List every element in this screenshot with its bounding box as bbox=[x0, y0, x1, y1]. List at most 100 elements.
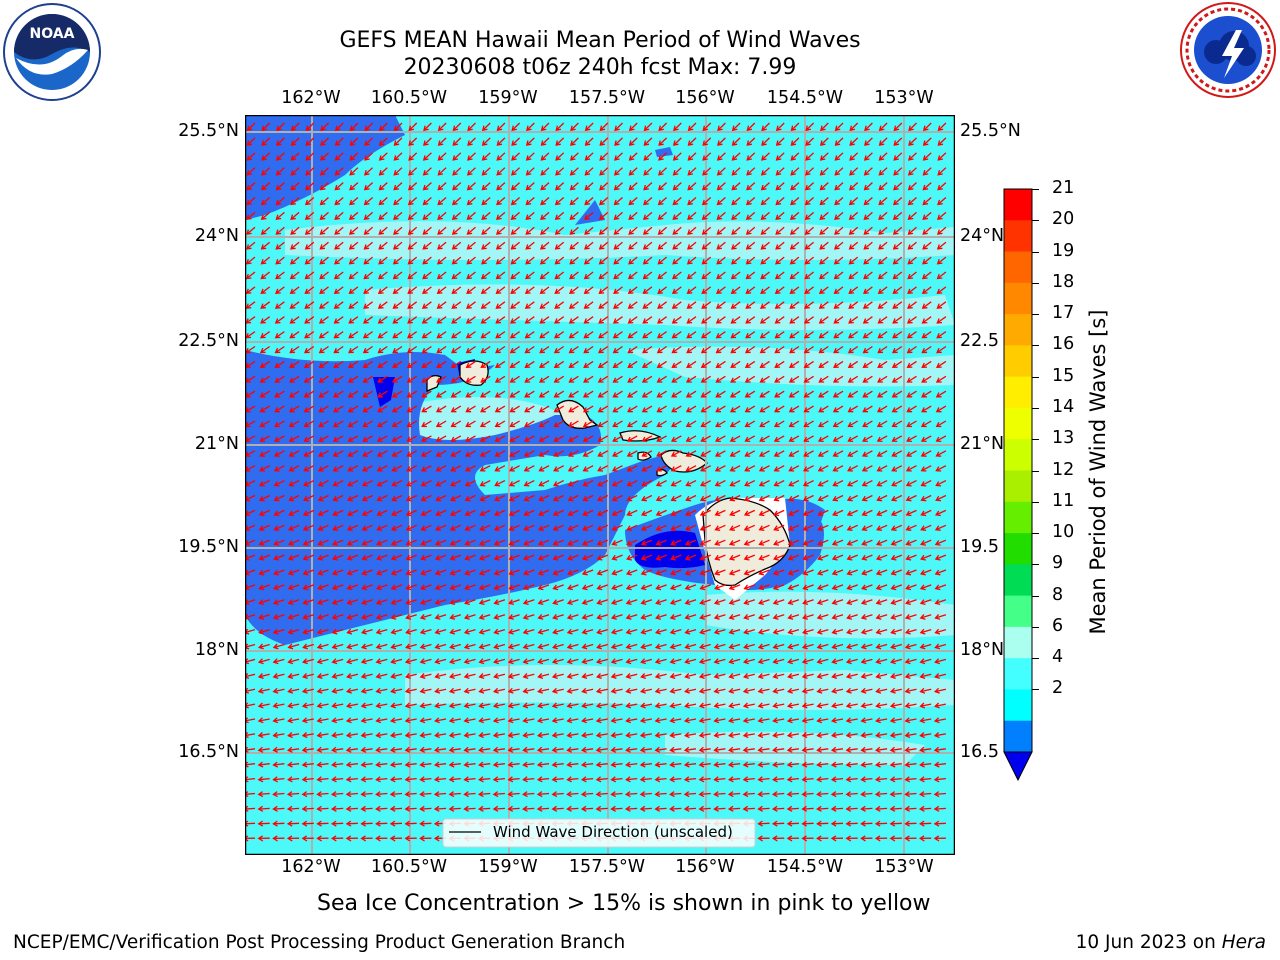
wind-arrow bbox=[687, 197, 697, 206]
wind-arrow bbox=[347, 420, 359, 428]
wind-arrow bbox=[834, 197, 844, 206]
wind-arrow bbox=[878, 211, 888, 220]
wind-arrow bbox=[933, 820, 946, 827]
wind-arrow bbox=[671, 316, 682, 324]
wind-arrow bbox=[260, 301, 271, 309]
wind-arrow bbox=[657, 241, 668, 250]
wind-arrow bbox=[363, 182, 374, 191]
wind-arrow bbox=[510, 182, 521, 191]
wind-arrow bbox=[891, 480, 903, 487]
wind-arrow bbox=[614, 137, 623, 146]
wind-arrow bbox=[610, 702, 623, 709]
wind-arrow bbox=[375, 687, 388, 694]
wind-arrow bbox=[539, 316, 550, 324]
wind-arrow bbox=[360, 732, 373, 739]
wind-arrow bbox=[935, 390, 947, 398]
wind-arrow bbox=[508, 539, 520, 546]
wind-arrow bbox=[921, 271, 932, 280]
wind-arrow bbox=[716, 271, 726, 280]
wind-arrow bbox=[376, 554, 388, 561]
wind-arrow bbox=[904, 702, 917, 709]
wind-arrow bbox=[757, 732, 770, 739]
wind-arrow bbox=[451, 316, 462, 324]
wind-arrow bbox=[495, 211, 506, 220]
wind-arrow bbox=[905, 599, 917, 606]
wind-arrow bbox=[316, 702, 329, 709]
wind-arrow bbox=[450, 420, 462, 428]
wind-arrow bbox=[554, 197, 565, 206]
wind-arrow bbox=[566, 717, 579, 724]
wind-arrow bbox=[331, 613, 344, 620]
wind-arrow bbox=[494, 420, 506, 428]
wind-arrow bbox=[890, 509, 903, 517]
wind-arrow bbox=[522, 776, 535, 783]
wind-arrow bbox=[863, 167, 873, 176]
wind-arrow bbox=[757, 702, 770, 709]
wind-arrow bbox=[920, 420, 932, 428]
wind-arrow bbox=[759, 405, 770, 413]
wind-arrow bbox=[419, 643, 432, 650]
wind-arrow bbox=[641, 435, 653, 443]
wind-arrow bbox=[317, 539, 329, 546]
wind-arrow bbox=[449, 554, 462, 561]
wind-arrow bbox=[331, 643, 344, 650]
wind-arrow bbox=[408, 137, 418, 146]
wind-arrow bbox=[816, 820, 829, 827]
wind-arrow bbox=[610, 761, 623, 768]
wind-arrow bbox=[364, 137, 374, 146]
wind-arrow bbox=[450, 405, 462, 413]
wind-arrow bbox=[555, 137, 565, 146]
wind-arrow bbox=[702, 137, 712, 146]
wind-arrow bbox=[360, 835, 373, 842]
wind-arrow bbox=[419, 673, 432, 680]
wind-arrow bbox=[890, 658, 902, 665]
wind-arrow bbox=[331, 628, 344, 635]
wind-arrow bbox=[716, 197, 726, 206]
wind-arrow bbox=[639, 805, 652, 812]
wind-arrow bbox=[568, 345, 579, 354]
wind-arrow bbox=[936, 271, 947, 280]
colorbar-tick-label: 18 bbox=[1052, 271, 1075, 292]
wind-arrow bbox=[330, 835, 344, 842]
wind-arrow bbox=[332, 539, 344, 546]
wind-arrow bbox=[362, 331, 373, 339]
wind-arrow bbox=[331, 746, 344, 753]
wind-arrow bbox=[669, 658, 682, 665]
wind-arrow bbox=[801, 717, 814, 724]
wind-arrow bbox=[713, 613, 726, 620]
wind-arrow bbox=[258, 509, 270, 517]
wind-arrow bbox=[493, 554, 506, 561]
wind-arrow bbox=[772, 569, 785, 576]
wind-arrow bbox=[684, 599, 697, 606]
wind-arrow bbox=[906, 331, 917, 339]
colorbar-tick-label: 12 bbox=[1052, 459, 1075, 480]
wind-arrow bbox=[611, 480, 623, 487]
wind-arrow bbox=[610, 687, 623, 694]
wind-arrow bbox=[408, 167, 418, 176]
wind-arrow bbox=[567, 450, 579, 457]
wind-arrow bbox=[759, 316, 770, 324]
wind-arrow bbox=[538, 480, 550, 487]
wind-arrow bbox=[522, 628, 535, 635]
wind-arrow bbox=[845, 805, 858, 812]
wind-arrow bbox=[539, 286, 550, 295]
wind-arrow bbox=[493, 643, 506, 650]
wind-arrow bbox=[523, 554, 535, 561]
wind-arrow bbox=[889, 702, 902, 709]
wind-arrow bbox=[863, 182, 873, 191]
wind-arrow bbox=[390, 584, 403, 591]
wind-arrow bbox=[377, 316, 388, 324]
wind-arrow bbox=[393, 122, 403, 132]
wind-arrow bbox=[905, 524, 917, 531]
wind-arrow bbox=[320, 152, 329, 161]
wind-arrow bbox=[509, 375, 520, 383]
wind-arrow bbox=[346, 584, 359, 591]
wind-arrow bbox=[830, 805, 844, 812]
wind-arrow bbox=[686, 286, 697, 295]
wind-arrow bbox=[583, 360, 594, 368]
wind-arrow bbox=[744, 435, 756, 443]
wind-arrow bbox=[599, 137, 609, 146]
wind-arrow bbox=[684, 702, 697, 709]
wind-arrow bbox=[803, 375, 814, 383]
wind-arrow bbox=[304, 226, 315, 235]
